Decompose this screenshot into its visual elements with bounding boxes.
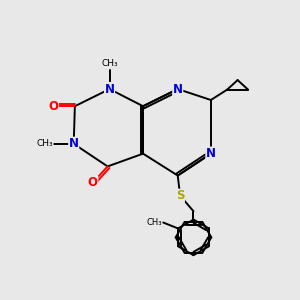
Text: N: N (69, 137, 79, 150)
Text: O: O (88, 176, 98, 189)
Text: O: O (49, 100, 58, 113)
Text: CH₃: CH₃ (36, 139, 53, 148)
Text: N: N (173, 82, 183, 95)
Text: CH₃: CH₃ (101, 59, 118, 68)
Text: CH₃: CH₃ (146, 218, 162, 227)
Text: N: N (104, 82, 115, 95)
Text: S: S (176, 189, 184, 202)
Text: N: N (206, 147, 216, 160)
